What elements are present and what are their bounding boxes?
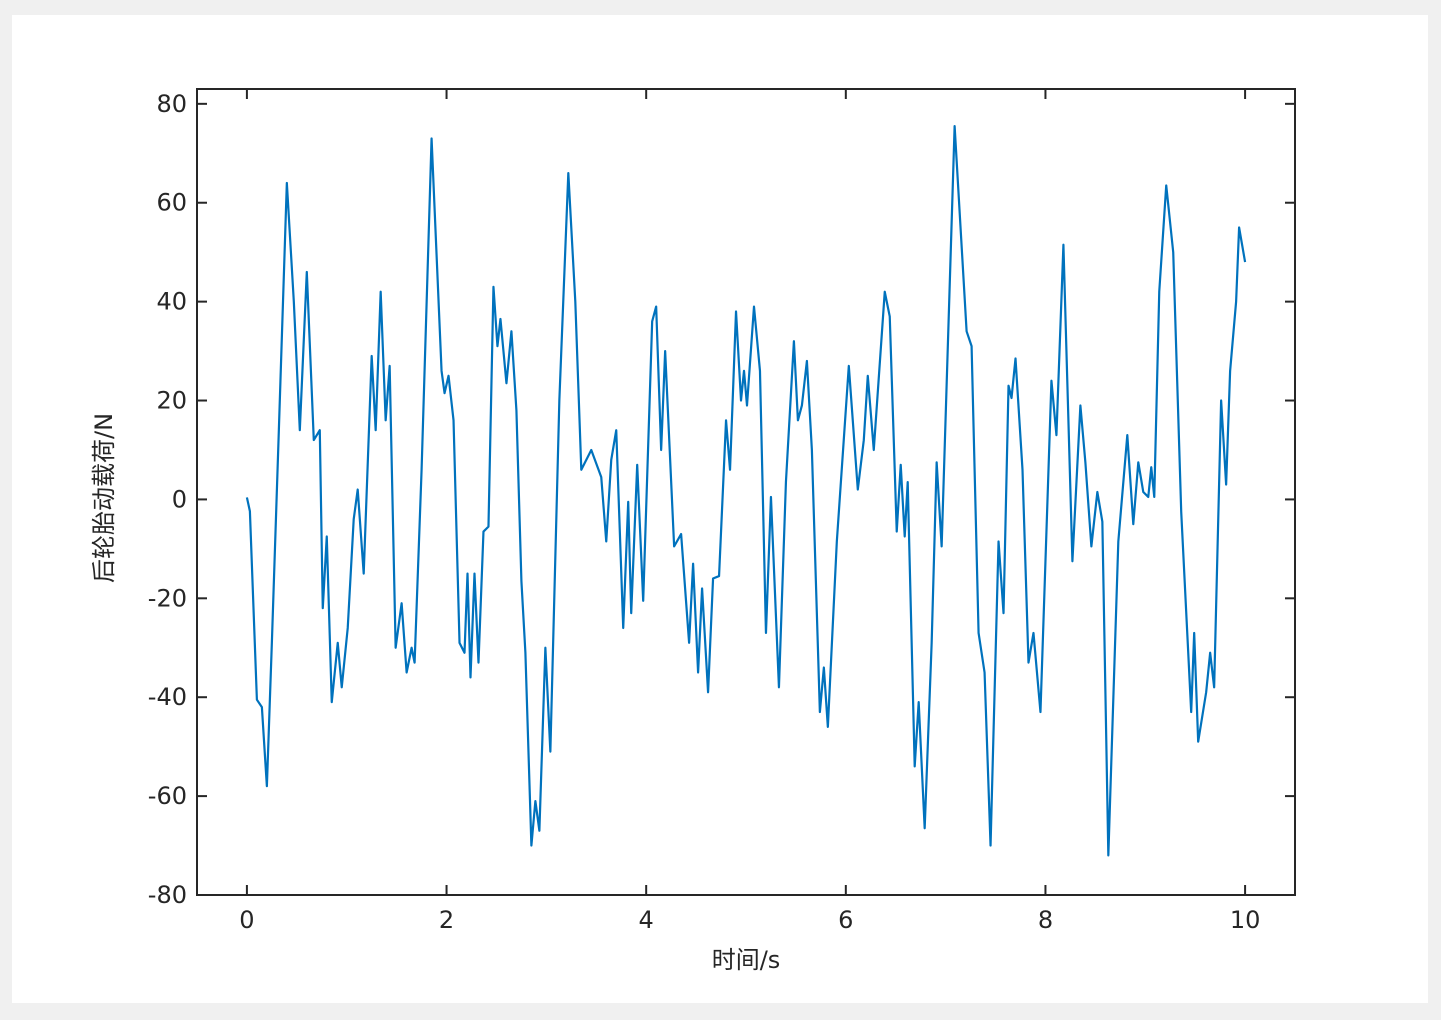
y-tick-label: 80: [156, 90, 187, 118]
x-tick-label: 0: [239, 906, 254, 934]
y-tick-label: -80: [148, 881, 187, 909]
x-tick-label: 2: [439, 906, 454, 934]
x-axis-label: 时间/s: [712, 946, 781, 974]
x-tick-label: 8: [1038, 906, 1053, 934]
y-tick-label: -60: [148, 782, 187, 810]
data-line: [245, 124, 1247, 857]
y-tick-label: 20: [156, 387, 187, 415]
y-tick-label: -20: [148, 584, 187, 612]
y-axis-label: 后轮胎动载荷/N: [90, 413, 118, 583]
y-tick-label: 0: [172, 485, 187, 513]
y-tick-label: 60: [156, 189, 187, 217]
x-tick-label: 10: [1230, 906, 1261, 934]
y-tick-label: 40: [156, 288, 187, 316]
y-tick-label: -40: [148, 683, 187, 711]
x-tick-label: 4: [639, 906, 654, 934]
x-tick-label: 6: [838, 906, 853, 934]
